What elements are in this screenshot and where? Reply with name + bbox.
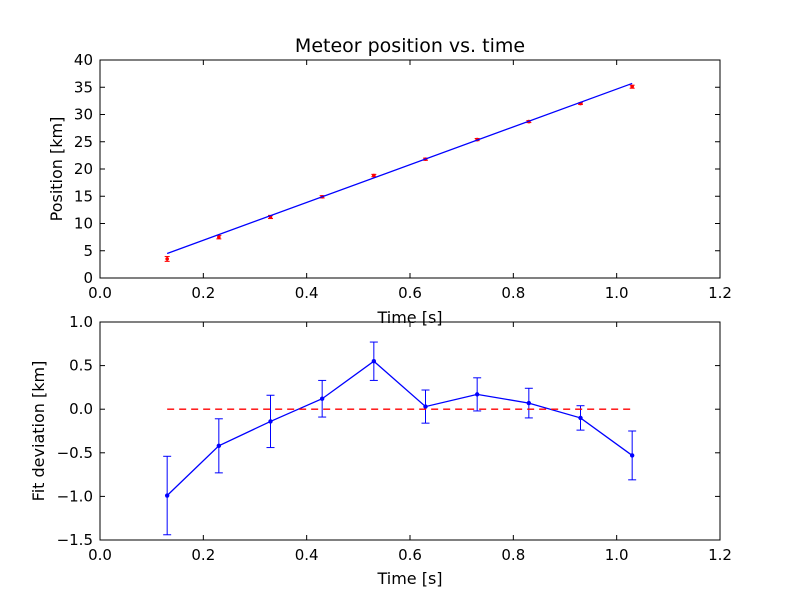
deviation-data-point xyxy=(526,400,532,406)
deviation-data-point xyxy=(268,419,273,424)
deviation-series-line xyxy=(166,360,633,496)
deviation-data-point xyxy=(371,359,377,364)
position-y-tick-label: 25 xyxy=(74,133,93,151)
position-data-point xyxy=(217,235,221,239)
deviation-x-axis-label: Time [s] xyxy=(376,569,442,588)
deviation-x-ticks: 0.0 0.2 0.4 0.6 0.8 1.0 1.2 xyxy=(88,322,732,564)
deviation-y-ticks: −1.5 −1.0 −0.5 0.0 0.5 1.0 xyxy=(57,313,720,549)
position-subplot: Meteor position vs. time 0.0 0.2 0.4 0.6 0.8… xyxy=(47,35,732,327)
deviation-data-point xyxy=(319,396,325,401)
deviation-x-tick-label: 0.4 xyxy=(295,546,319,564)
deviation-data-point xyxy=(423,404,428,409)
deviation-y-tick-label: −0.5 xyxy=(57,444,93,462)
position-x-tick-label: 1.0 xyxy=(605,284,629,302)
deviation-x-tick-label: 0.6 xyxy=(398,546,422,564)
deviation-y-tick-label: 0.0 xyxy=(69,400,93,418)
position-y-tick-label: 5 xyxy=(83,242,93,260)
deviation-x-tick-label: 1.2 xyxy=(708,546,732,564)
position-marks xyxy=(164,82,635,262)
position-x-tick-label: 0.0 xyxy=(88,284,112,302)
deviation-subplot: 0.0 0.2 0.4 0.6 0.8 1.0 1.2 −1.5 −1.0 −0.5 0.0 0.5… xyxy=(29,313,732,588)
position-data-point xyxy=(165,257,169,261)
position-data-point xyxy=(630,84,634,89)
deviation-axes-frame xyxy=(99,321,721,541)
position-y-tick-label: 0 xyxy=(83,269,93,287)
deviation-x-tick-label: 1.0 xyxy=(605,546,629,564)
position-x-tick-label: 0.4 xyxy=(295,284,319,302)
deviation-data-point xyxy=(629,453,635,458)
deviation-x-tick-label: 0.2 xyxy=(191,546,215,564)
deviation-data-point xyxy=(164,493,170,498)
position-data-point xyxy=(372,173,376,178)
position-y-axis-label: Position [km] xyxy=(47,117,66,222)
position-y-tick-label: 15 xyxy=(74,187,93,205)
deviation-y-axis-label: Fit deviation [km] xyxy=(29,361,48,502)
deviation-x-tick-label: 0.0 xyxy=(88,546,112,564)
position-x-tick-label: 1.2 xyxy=(708,284,732,302)
deviation-marks xyxy=(163,341,637,536)
deviation-data-point xyxy=(578,415,583,421)
position-y-ticks: 0 5 10 15 20 25 30 35 40 xyxy=(74,51,720,287)
position-x-ticks: 0.0 0.2 0.4 0.6 0.8 1.0 1.2 xyxy=(88,60,732,302)
position-x-tick-label: 0.8 xyxy=(501,284,525,302)
position-y-tick-label: 10 xyxy=(74,215,93,233)
deviation-y-tick-label: −1.0 xyxy=(57,487,93,505)
deviation-x-tick-label: 0.8 xyxy=(501,546,525,564)
deviation-data-point xyxy=(216,443,222,449)
deviation-data-point xyxy=(474,392,480,397)
position-y-tick-label: 35 xyxy=(74,78,93,96)
position-x-tick-label: 0.6 xyxy=(398,284,422,302)
position-chart-title: Meteor position vs. time xyxy=(295,35,525,57)
position-fit-line xyxy=(166,82,633,255)
position-y-tick-label: 20 xyxy=(74,160,93,178)
position-y-tick-label: 40 xyxy=(74,51,93,69)
deviation-y-tick-label: 1.0 xyxy=(69,313,93,331)
deviation-y-tick-label: −1.5 xyxy=(57,531,93,549)
position-y-tick-label: 30 xyxy=(74,106,93,124)
position-x-tick-label: 0.2 xyxy=(191,284,215,302)
deviation-y-tick-label: 0.5 xyxy=(69,357,93,375)
position-axes-frame xyxy=(99,59,721,279)
